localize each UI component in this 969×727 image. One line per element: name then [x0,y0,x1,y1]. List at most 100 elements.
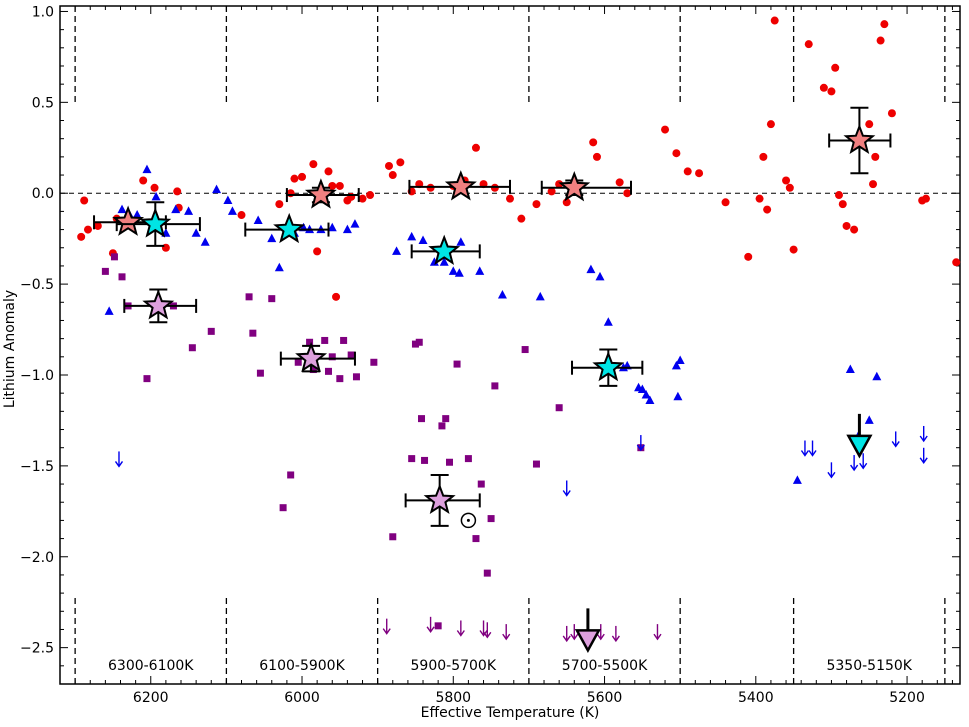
open-circle-center [466,518,470,522]
blue-triangle-point [792,475,802,484]
red-circle-point [358,194,367,203]
blue-upper-limit-head [919,457,928,465]
blue-triangle-point [418,235,428,244]
blue-triangle-point [342,224,352,234]
red-circle-point [562,198,571,207]
blue-upper-limit-head [636,444,645,452]
blue-triangle-point [439,257,449,266]
red-circle-point [384,161,393,170]
purple-square-point [487,515,495,523]
red-bin-mean-star [558,171,591,202]
cyan-bin-mean-star [428,234,461,265]
red-bin-mean-star [843,123,876,155]
y-tick-label: 0.0 [32,186,54,202]
purple-square-point [328,353,336,361]
red-circle-point [517,214,526,223]
purple-upper-limit-head [456,630,465,637]
red-bin-mean-star [444,170,477,201]
blue-triangle-point [671,360,681,370]
purple-square-point [321,336,329,344]
purple-upper-limit-head [382,628,391,635]
blue-triangle-point [429,257,439,266]
red-circle-point [388,171,397,180]
red-circle-point [789,245,798,254]
blue-triangle-point [151,191,161,201]
blue-upper-limit-head [808,450,817,457]
red-circle-point [766,120,775,129]
purple-square-point [389,533,397,541]
x-tick-label: 5200 [889,690,925,706]
purple-square-point [418,415,426,423]
red-circle-point [770,16,779,25]
purple-upper-limit-head [502,633,511,641]
purple-square-point [294,358,302,366]
red-circle-point [785,183,794,192]
red-circle-point [850,225,859,234]
purple-square-point [434,622,442,630]
purple-square-point [521,346,529,354]
red-circle-point [744,252,753,261]
pink-bin-mean-star [295,341,328,373]
big-limit-head [574,629,602,653]
big-limit-head [846,434,873,459]
purple-square-point [249,329,257,337]
purple-square-point [532,460,540,468]
purple-square-point [143,375,151,383]
blue-upper-limit-head [919,435,928,443]
pink-bin-mean-star [423,483,456,514]
blue-triangle-point [586,264,596,274]
red-circle-point [150,183,159,192]
purple-square-point [188,344,196,352]
blue-triangle-point [475,266,485,275]
blue-triangle-point [603,317,613,326]
blue-upper-limit-head [114,461,124,468]
blue-triangle-point [274,262,284,272]
blue-triangle-point [456,237,466,246]
purple-square-point [555,404,563,412]
red-circle-point [683,167,692,176]
blue-triangle-point [454,268,464,277]
blue-triangle-point [673,391,683,401]
red-circle-point [842,221,851,230]
purple-square-point [438,422,446,430]
purple-square-point [491,382,499,390]
red-circle-point [661,125,670,134]
red-circle-point [313,247,322,256]
purple-square-point [464,455,472,463]
x-tick-label: 5600 [587,690,623,706]
blue-triangle-point [637,384,647,394]
purple-square-point [442,415,450,423]
red-circle-point [555,180,564,189]
blue-triangle-point [641,389,651,399]
red-circle-point [547,187,556,196]
red-circle-point [396,158,405,167]
purple-square-point [415,338,423,346]
blue-triangle-point [142,164,152,174]
blue-triangle-point [448,266,458,275]
blue-triangle-point [595,271,605,281]
bin-label: 5350-5150K [826,658,912,674]
x-tick-label: 5800 [435,690,471,706]
blue-triangle-point [535,291,545,301]
cyan-bin-mean-star [273,212,306,244]
red-circle-point [869,180,878,189]
red-circle-point [871,152,880,161]
y-tick-label: 0.5 [32,95,54,111]
bin-label: 5700-5500K [562,658,648,674]
bin-label: 5900-5700K [411,658,497,674]
blue-triangle-point [350,219,360,228]
bin-label: 6100-5900K [259,658,345,674]
purple-square-point [324,367,332,375]
red-circle-point [173,187,182,196]
red-circle-point [237,211,246,220]
red-circle-point [865,120,874,129]
purple-square-point [268,295,276,303]
x-tick-label: 5400 [738,690,774,706]
purple-square-point [309,366,317,374]
y-axis-label: Lithium Anomaly [2,290,18,408]
red-circle-point [532,200,541,209]
red-circle-point [759,152,768,161]
red-circle-point [298,172,307,181]
y-tick-label: 1.0 [32,4,54,20]
